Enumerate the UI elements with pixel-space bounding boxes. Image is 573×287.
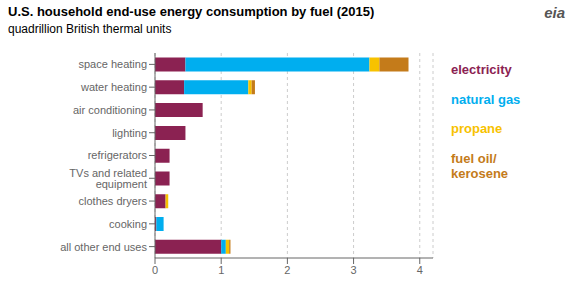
svg-text:refrigerators: refrigerators <box>88 149 148 161</box>
svg-text:1: 1 <box>218 264 224 276</box>
svg-text:0: 0 <box>152 264 158 276</box>
html-text:natural gas: natural gas <box>451 91 521 107</box>
html-text:U.S. household end-use energy: U.S. household end-use energy consumptio… <box>8 4 375 19</box>
svg-text:4: 4 <box>417 264 423 276</box>
html-text:propane: propane <box>451 121 503 137</box>
html-text:quadrillion British thermal un: quadrillion British thermal units <box>8 22 172 36</box>
svg-text:TVs and relatedequipment: TVs and relatedequipment <box>69 167 147 190</box>
svg-text:all other end uses: all other end uses <box>60 241 147 253</box>
svg-text:clothes dryers: clothes dryers <box>79 195 148 207</box>
html-text:electricity: electricity <box>451 62 512 77</box>
html-text:eia: eia <box>544 4 565 21</box>
svg-text:air conditioning: air conditioning <box>73 104 147 116</box>
svg-text:lighting: lighting <box>112 127 147 139</box>
svg-text:water heating: water heating <box>80 81 147 93</box>
svg-text:2: 2 <box>284 264 290 276</box>
svg-text:space heating: space heating <box>79 58 148 70</box>
html-text:fuel oil/ kerosene: fuel oil/ kerosene <box>451 150 509 182</box>
svg-text:3: 3 <box>351 264 357 276</box>
svg-text:cooking: cooking <box>109 218 147 230</box>
